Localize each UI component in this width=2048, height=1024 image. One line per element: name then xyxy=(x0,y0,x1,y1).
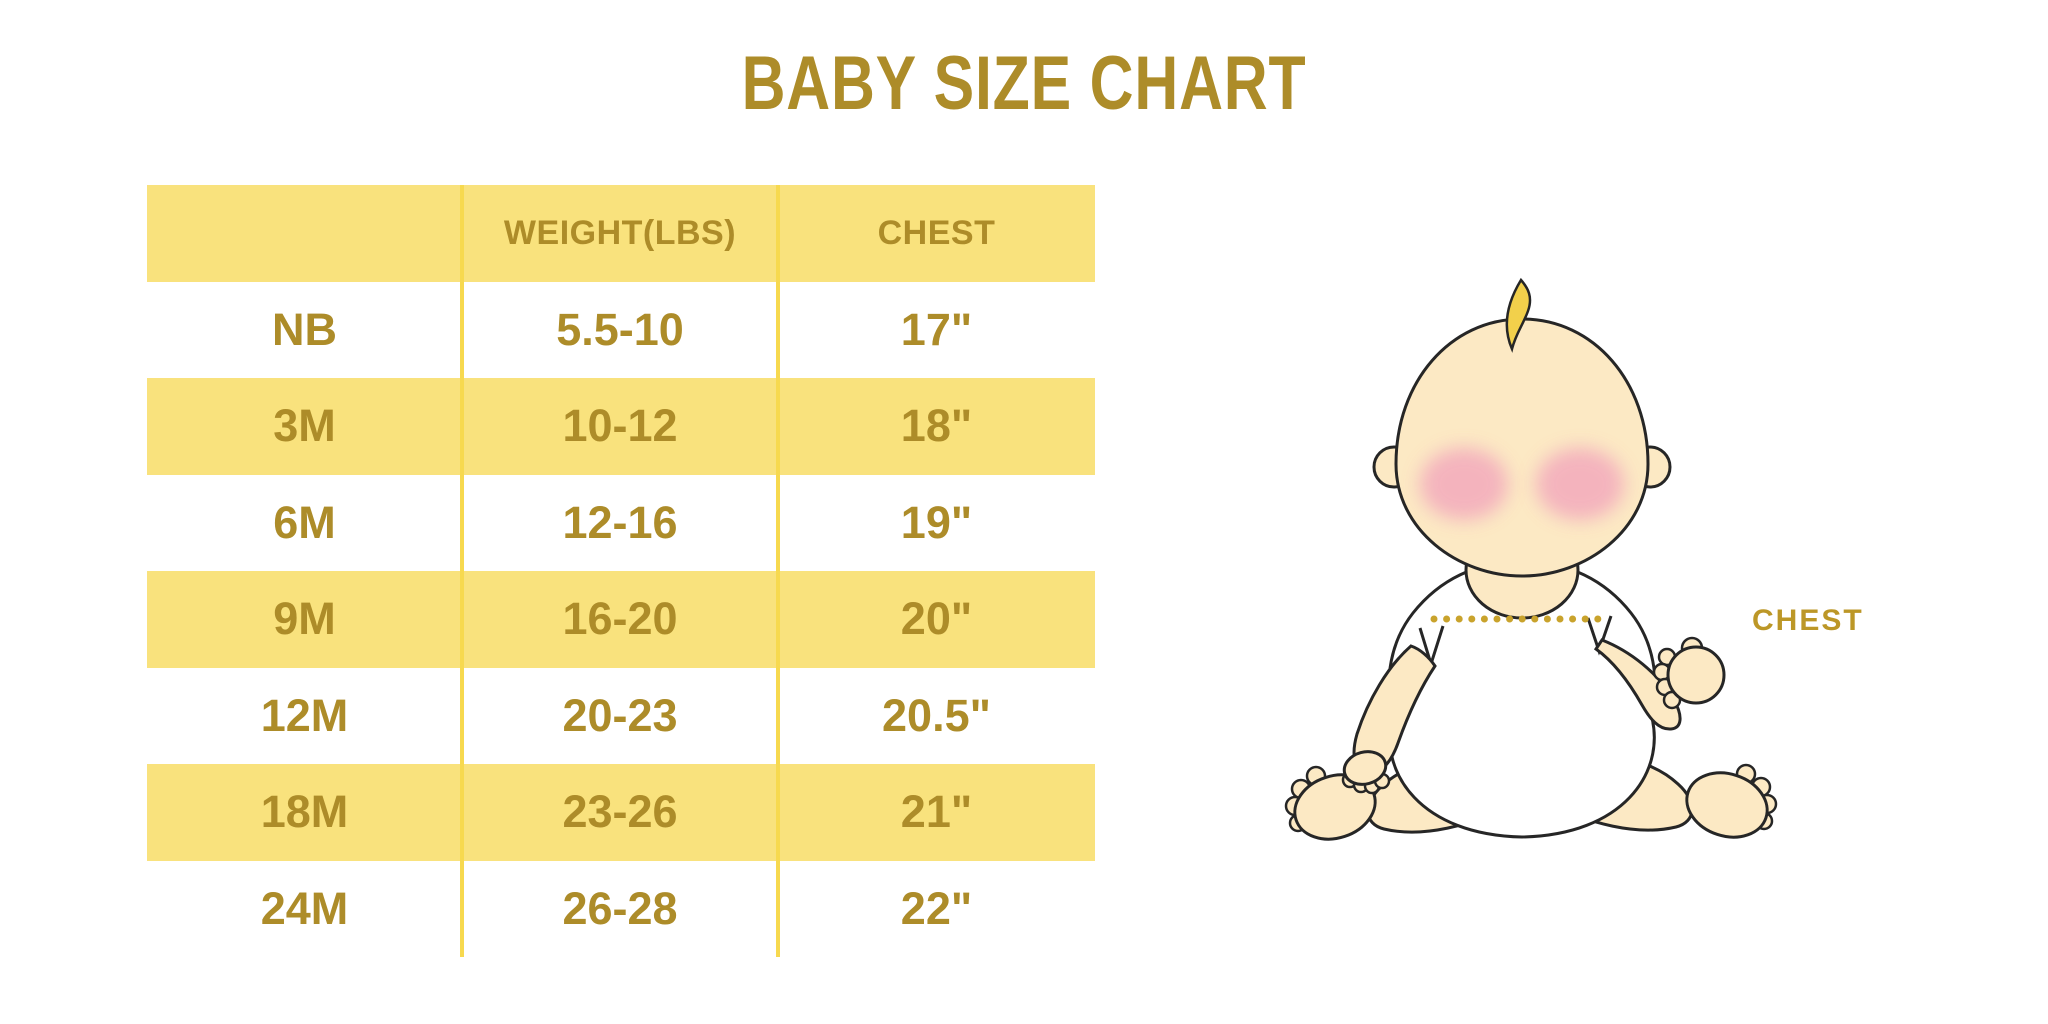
table-row: 24M 26-28 22" xyxy=(147,861,1095,958)
size-cell: 12M xyxy=(260,689,349,741)
baby-blush xyxy=(1420,448,1624,520)
chest-cell: 17" xyxy=(900,303,973,355)
size-cell: 18M xyxy=(260,786,349,838)
baby-left-foot xyxy=(1284,765,1377,841)
size-cell: 3M xyxy=(273,400,336,452)
table-header-row: WEIGHT(LBS) CHEST xyxy=(147,185,1095,282)
table-row: 12M 20-23 20.5" xyxy=(147,668,1095,765)
baby-hair-curl xyxy=(1505,277,1532,353)
weight-cell: 5.5-10 xyxy=(556,303,684,355)
weight-cell: 26-28 xyxy=(562,882,678,934)
weight-cell: 10-12 xyxy=(562,400,678,452)
chest-cell: 20.5" xyxy=(882,689,991,741)
baby-torso xyxy=(1387,559,1657,839)
baby-right-arm xyxy=(1593,636,1726,731)
page-title: BABY SIZE CHART xyxy=(741,41,1307,126)
weight-cell: 23-26 xyxy=(562,786,678,838)
chest-cell: 19" xyxy=(900,496,973,548)
chest-cell: 21" xyxy=(900,786,973,838)
header-cell-chest: CHEST xyxy=(877,213,996,252)
baby-head xyxy=(1394,317,1650,578)
size-cell: 24M xyxy=(260,882,349,934)
size-cell: 9M xyxy=(273,593,336,645)
baby-illustration xyxy=(1284,277,1778,841)
column-divider xyxy=(460,185,464,957)
header-cell-weight: WEIGHT(LBS) xyxy=(503,213,737,252)
chest-cell: 22" xyxy=(900,882,973,934)
table-row: 6M 12-16 19" xyxy=(147,475,1095,572)
size-cell: NB xyxy=(272,303,337,355)
table-row: 18M 23-26 21" xyxy=(147,764,1095,861)
baby-left-arm xyxy=(1341,644,1437,795)
column-divider xyxy=(776,185,780,957)
weight-cell: 20-23 xyxy=(562,689,678,741)
header-cell-size xyxy=(147,185,462,282)
table-row: 9M 16-20 20" xyxy=(147,571,1095,668)
size-cell: 6M xyxy=(273,496,336,548)
baby-right-foot xyxy=(1685,763,1778,839)
weight-cell: 16-20 xyxy=(562,593,678,645)
size-table: WEIGHT(LBS) CHEST NB 5.5-10 17" 3M 10-12… xyxy=(147,185,1095,957)
chest-label: CHEST xyxy=(1752,604,1864,637)
table-row: NB 5.5-10 17" xyxy=(147,282,1095,379)
chest-cell: 18" xyxy=(900,400,973,452)
table-row: 3M 10-12 18" xyxy=(147,378,1095,475)
chest-cell: 20" xyxy=(900,593,973,645)
weight-cell: 12-16 xyxy=(562,496,678,548)
